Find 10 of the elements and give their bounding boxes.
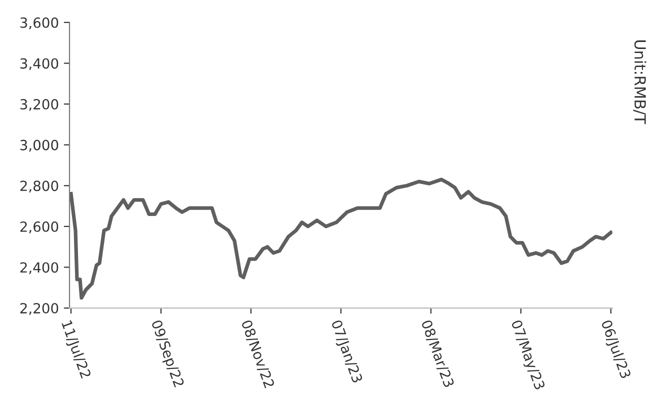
y-tick-label: 2,600 — [20, 221, 58, 234]
y-tick-label: 3,200 — [20, 99, 58, 111]
y-tick-label: 2,800 — [20, 180, 58, 193]
y-tick-label: 2,200 — [20, 303, 58, 315]
y-tick-label: 3,600 — [20, 17, 58, 30]
y-tick-label: 2,400 — [20, 262, 58, 274]
y-tick-label: 3,400 — [20, 58, 58, 70]
line-series — [70, 178, 612, 300]
text: Unit:RMB/T — [633, 40, 646, 124]
y-tick-label: 3,000 — [20, 140, 58, 152]
